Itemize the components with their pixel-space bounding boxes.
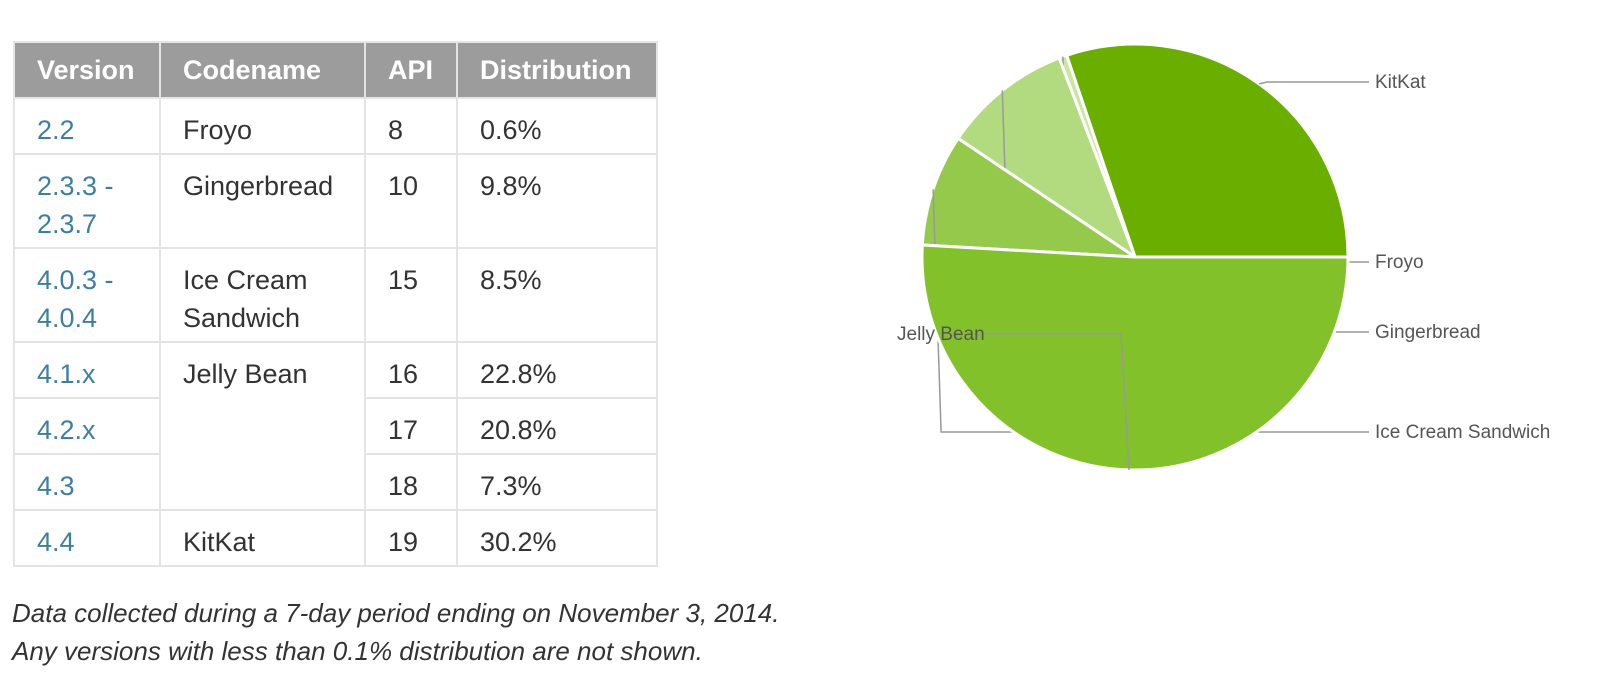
- version-text-line2[interactable]: 4.0.4: [37, 303, 98, 333]
- version-text-line1[interactable]: 2.3.3 -: [37, 171, 114, 201]
- header-codename: Codename: [159, 41, 366, 99]
- version-link[interactable]: 4.3: [13, 453, 161, 511]
- api-cell: 18: [364, 453, 458, 511]
- codename-line1: Ice Cream: [183, 265, 308, 295]
- version-link[interactable]: 4.1.x: [13, 341, 161, 399]
- pie-label-gingerbread: Gingerbread: [1375, 322, 1481, 343]
- pie-label-kitkat: KitKat: [1375, 72, 1426, 93]
- pie-label-ice-cream-sandwich: Ice Cream Sandwich: [1375, 422, 1550, 443]
- distribution-cell: 0.6%: [456, 97, 658, 155]
- version-text[interactable]: 4.4: [37, 527, 75, 557]
- footnote-threshold: Any versions with less than 0.1% distrib…: [12, 636, 703, 666]
- pie-label-jelly-bean: Jelly Bean: [897, 324, 985, 345]
- table-row: 4.1.x Jelly Bean 16 22.8%: [13, 341, 658, 511]
- leader-line-kitkat: [1258, 81, 1369, 85]
- version-text[interactable]: 4.1.x: [37, 359, 96, 389]
- table-row: 4.0.3 - 4.0.4 Ice Cream Sandwich 15 8.5%: [13, 247, 658, 343]
- distribution-cell: 22.8%: [456, 341, 658, 399]
- pie-label-froyo: Froyo: [1375, 252, 1424, 273]
- version-link[interactable]: 4.0.3 - 4.0.4: [13, 247, 161, 343]
- distribution-pie-chart: KitKat Froyo Gingerbread Ice Cream Sandwich…: [897, 42, 1550, 472]
- distribution-cell: 9.8%: [456, 153, 658, 249]
- table-row: 2.3.3 - 2.3.7 Gingerbread 10 9.8%: [13, 153, 658, 249]
- version-text[interactable]: 2.2: [37, 115, 75, 145]
- codename-cell: Jelly Bean: [159, 341, 366, 511]
- header-distribution: Distribution: [456, 41, 658, 99]
- api-cell: 15: [364, 247, 458, 343]
- version-link[interactable]: 4.2.x: [13, 397, 161, 455]
- api-cell: 17: [364, 397, 458, 455]
- api-cell: 16: [364, 341, 458, 399]
- table-header-row: Version Codename API Distribution: [13, 41, 658, 99]
- api-cell: 10: [364, 153, 458, 249]
- version-link[interactable]: 2.3.3 - 2.3.7: [13, 153, 161, 249]
- api-cell: 8: [364, 97, 458, 155]
- footnote-collection-period: Data collected during a 7-day period end…: [12, 598, 780, 628]
- version-link[interactable]: 4.4: [13, 509, 161, 567]
- table-row: 4.3 18 7.3%: [13, 453, 658, 511]
- distribution-cell: 20.8%: [456, 397, 658, 455]
- api-cell: 19: [364, 509, 458, 567]
- codename-cell: KitKat: [159, 509, 366, 567]
- version-text-line2[interactable]: 2.3.7: [37, 209, 98, 239]
- table-row: 4.4 KitKat 19 30.2%: [13, 509, 658, 567]
- pie-slice-jelly-bean: [920, 243, 1350, 472]
- distribution-table: Version Codename API Distribution 2.2 Fr…: [13, 41, 658, 567]
- table-row: 2.2 Froyo 8 0.6%: [13, 97, 658, 155]
- header-version: Version: [13, 41, 161, 99]
- version-link[interactable]: 2.2: [13, 97, 161, 155]
- leader-line-jelly-bean: [985, 333, 1130, 470]
- table-row: 4.2.x 17 20.8%: [13, 397, 658, 455]
- distribution-cell: 30.2%: [456, 509, 658, 567]
- codename-line2: Sandwich: [183, 303, 301, 333]
- pie-slice-ice-cream-sandwich: [920, 136, 1141, 259]
- version-text[interactable]: 4.2.x: [37, 415, 96, 445]
- header-api: API: [364, 41, 458, 99]
- codename-cell: Gingerbread: [159, 153, 366, 249]
- distribution-cell: 8.5%: [456, 247, 658, 343]
- version-text-line1[interactable]: 4.0.3 -: [37, 265, 114, 295]
- codename-cell: Froyo: [159, 97, 366, 155]
- codename-cell: Ice Cream Sandwich: [159, 247, 366, 343]
- version-text[interactable]: 4.3: [37, 471, 75, 501]
- distribution-cell: 7.3%: [456, 453, 658, 511]
